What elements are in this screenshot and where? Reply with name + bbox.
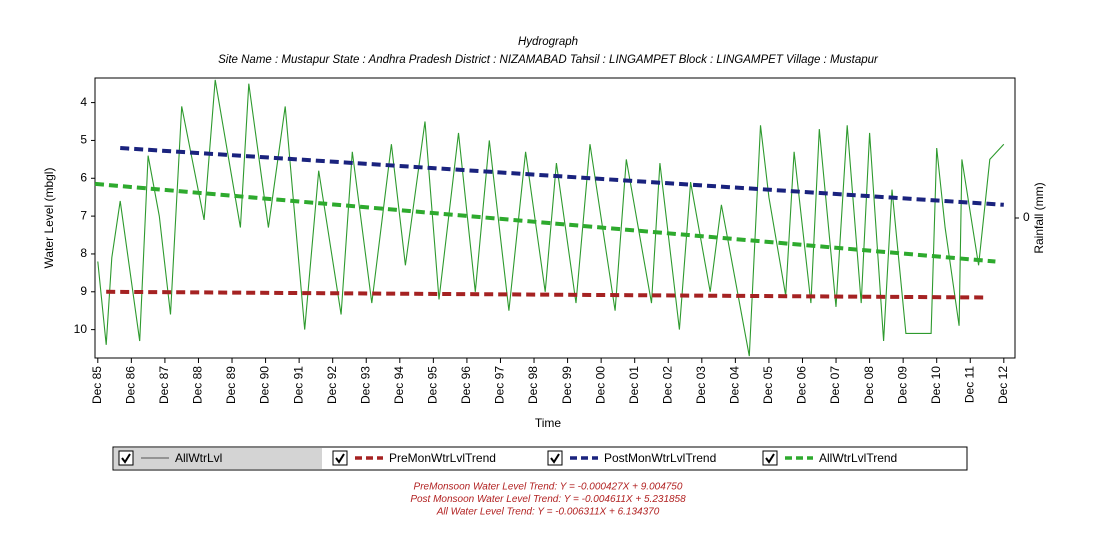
x-tick-label: Dec 10 bbox=[929, 366, 943, 404]
x-tick-label: Dec 95 bbox=[426, 366, 440, 404]
x-tick-label: Dec 03 bbox=[694, 366, 708, 404]
data-line bbox=[97, 79, 1005, 357]
trend-line bbox=[94, 181, 996, 264]
x-tick-label: Dec 87 bbox=[157, 366, 171, 404]
y-tick-label: 6 bbox=[80, 170, 87, 184]
legend-check bbox=[335, 453, 345, 464]
y-tick-label: 8 bbox=[80, 246, 87, 260]
chart-title: Hydrograph bbox=[518, 36, 578, 48]
x-tick-label: Dec 01 bbox=[627, 366, 641, 404]
y-tick-label: 4 bbox=[80, 95, 87, 109]
trend-equation: PreMonsoon Water Level Trend: Y = -0.000… bbox=[414, 482, 683, 493]
legend-checkbox[interactable] bbox=[547, 450, 563, 466]
legend-checkbox[interactable] bbox=[762, 450, 778, 466]
x-tick-label: Dec 04 bbox=[728, 366, 742, 404]
trend-equation: All Water Level Trend: Y = -0.006311X + … bbox=[436, 507, 660, 518]
y-tick-label: 9 bbox=[80, 284, 87, 298]
legend-checkbox[interactable] bbox=[118, 450, 134, 466]
x-tick-label: Dec 86 bbox=[124, 366, 138, 404]
legend-label[interactable]: PostMonWtrLvlTrend bbox=[604, 451, 716, 465]
y-tick-label: 7 bbox=[80, 208, 87, 222]
x-tick-label: Dec 94 bbox=[392, 366, 406, 404]
x-tick-label: Dec 96 bbox=[459, 366, 473, 404]
x-tick-label: Dec 91 bbox=[291, 366, 305, 404]
y-tick-label: 10 bbox=[74, 322, 88, 336]
y2-axis-label: Rainfall (mm) bbox=[1032, 182, 1046, 253]
x-tick-label: Dec 88 bbox=[191, 366, 205, 404]
x-tick-label: Dec 05 bbox=[761, 366, 775, 404]
chart-subtitle: Site Name : Mustapur State : Andhra Prad… bbox=[218, 54, 879, 66]
x-tick-label: Dec 93 bbox=[358, 366, 372, 404]
x-tick-label: Dec 92 bbox=[325, 366, 339, 404]
legend-label[interactable]: AllWtrLvl bbox=[175, 451, 222, 465]
x-tick-label: Dec 89 bbox=[224, 366, 238, 404]
legend-highlight bbox=[114, 448, 322, 469]
x-tick-label: Dec 85 bbox=[90, 366, 104, 404]
trend-line bbox=[106, 289, 988, 300]
x-tick-label: Dec 90 bbox=[258, 366, 272, 404]
x-tick-label: Dec 08 bbox=[862, 366, 876, 404]
trend-line bbox=[120, 146, 1004, 207]
x-tick-label: Dec 12 bbox=[996, 366, 1010, 404]
legend-label[interactable]: PreMonWtrLvlTrend bbox=[389, 451, 496, 465]
x-tick-label: Dec 11 bbox=[962, 366, 976, 403]
x-axis-label: Time bbox=[535, 416, 562, 430]
legend-checkbox[interactable] bbox=[332, 450, 348, 466]
legend-check bbox=[550, 453, 560, 464]
x-tick-label: Dec 99 bbox=[560, 366, 574, 404]
x-tick-label: Dec 02 bbox=[660, 366, 674, 404]
legend-check bbox=[121, 453, 131, 464]
legend-check bbox=[765, 453, 775, 464]
y2-tick-label: 0 bbox=[1023, 210, 1030, 224]
x-tick-label: Dec 98 bbox=[526, 366, 540, 404]
y-tick-label: 5 bbox=[80, 133, 87, 147]
x-tick-label: Dec 06 bbox=[795, 366, 809, 404]
legend-box bbox=[112, 446, 968, 471]
x-tick-label: Dec 97 bbox=[493, 366, 507, 404]
x-tick-label: Dec 07 bbox=[828, 366, 842, 404]
legend-label[interactable]: AllWtrLvlTrend bbox=[819, 451, 897, 465]
y-axis-label: Water Level (mbgl) bbox=[42, 168, 56, 269]
x-tick-label: Dec 00 bbox=[593, 366, 607, 404]
x-tick-label: Dec 09 bbox=[895, 366, 909, 404]
trend-equation: Post Monsoon Water Level Trend: Y = -0.0… bbox=[410, 494, 686, 505]
